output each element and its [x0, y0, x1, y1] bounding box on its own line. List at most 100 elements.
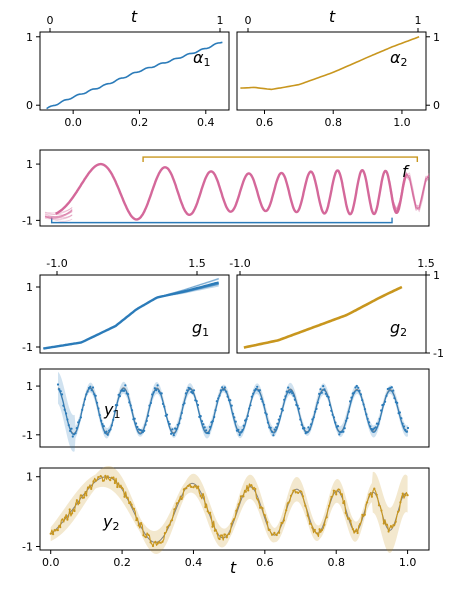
alpha1-panel: 0 1 t 0.0 0.2 0.4 0 1 — [26, 7, 230, 129]
y1-point — [322, 385, 325, 388]
y2-point — [351, 528, 354, 531]
y1-point — [338, 433, 341, 436]
y2-point — [254, 487, 257, 491]
y2-point — [194, 485, 197, 488]
y2-label: y2 — [102, 512, 119, 533]
y2-point — [249, 484, 252, 487]
y2-point — [387, 530, 390, 533]
g1-label: g1 — [192, 318, 209, 339]
y2-point — [339, 493, 343, 496]
y2-point — [294, 491, 297, 494]
y2-point — [244, 490, 247, 493]
f-sample-left — [44, 213, 73, 219]
y2-point — [297, 491, 300, 494]
y2-ytick-0: 1 — [26, 471, 33, 484]
y1-ytick-0: 1 — [26, 380, 33, 393]
y1-point — [256, 385, 259, 388]
y2-point — [404, 494, 407, 497]
y2-point — [175, 502, 178, 505]
y1-point — [136, 425, 139, 429]
y2-point — [347, 517, 350, 520]
y2-point — [101, 479, 105, 482]
y2-point — [318, 528, 321, 531]
y2-point — [270, 533, 274, 536]
y2-point — [330, 495, 333, 498]
y2-point — [220, 534, 224, 537]
y1-panel-frame — [39, 368, 430, 448]
y2-point — [320, 529, 323, 532]
y2-point — [285, 509, 288, 512]
y2-point — [197, 485, 200, 488]
y2-point — [349, 519, 352, 523]
g1-line — [43, 281, 220, 350]
y2-xtick-3: 0.6 — [256, 556, 274, 569]
y2-point — [261, 507, 264, 510]
y2-point — [306, 514, 309, 517]
f-sample-right — [389, 176, 430, 209]
y1-point — [124, 384, 127, 387]
y2-point — [178, 499, 181, 502]
y2-point — [116, 485, 119, 489]
y2-point — [82, 496, 86, 499]
alpha2-top-label: t — [329, 7, 336, 26]
y2-xtick-2: 0.4 — [185, 556, 203, 569]
y2-point — [85, 494, 88, 497]
f-sample-left — [44, 210, 73, 218]
y1-point — [406, 426, 410, 430]
g1-panel: -1.0 1.5 1 -1 — [22, 257, 230, 354]
y2-point — [170, 519, 174, 522]
y2-point — [52, 533, 55, 536]
y2-xlabel: t — [230, 558, 237, 577]
y2-point — [94, 479, 97, 482]
f-label: f — [402, 162, 410, 181]
y2-point — [323, 523, 326, 526]
y2-point — [156, 542, 159, 545]
y2-point — [275, 533, 278, 537]
y2-point — [380, 509, 383, 512]
y2-point — [106, 475, 109, 478]
y2-point — [251, 487, 254, 490]
f-sample-left — [44, 210, 73, 219]
y2-point — [278, 531, 281, 534]
alpha1-top-tick-1: 1 — [217, 14, 224, 27]
y2-point — [313, 528, 316, 532]
y2-point — [75, 499, 78, 502]
y1-point — [336, 425, 340, 428]
alpha2-label: α2 — [390, 48, 408, 69]
y2-point — [66, 518, 69, 521]
y1-point — [355, 384, 358, 388]
y2-xtick-4: 0.8 — [327, 556, 345, 569]
alpha1-xtick-1: 0.2 — [131, 116, 149, 129]
g2-label: g2 — [390, 318, 407, 339]
y2-point — [218, 537, 221, 541]
y2-point — [247, 489, 250, 492]
f-sample-left — [44, 209, 73, 218]
g1-sample — [43, 282, 219, 350]
y2-point — [135, 519, 138, 522]
y2-point — [242, 495, 245, 498]
y1-point — [354, 386, 357, 389]
y2-point — [163, 532, 166, 535]
y2-point — [375, 493, 378, 496]
alpha1-top-tick-0: 0 — [47, 14, 54, 27]
y1-point — [272, 434, 275, 437]
y2-point — [223, 533, 226, 536]
f-ytick-1: -1 — [22, 214, 33, 227]
y2-point — [399, 501, 402, 504]
y2-ytick-1: -1 — [22, 541, 33, 554]
f-sample-left — [44, 216, 73, 222]
y2-point — [325, 516, 328, 519]
y1-point — [140, 429, 143, 432]
y2-point — [190, 485, 193, 488]
y2-point — [211, 525, 214, 528]
y1-ytick-1: -1 — [22, 429, 33, 442]
y2-point — [299, 490, 302, 493]
y2-point — [385, 523, 388, 526]
y2-point — [142, 534, 145, 537]
y2-point — [213, 529, 216, 532]
y1-point — [238, 433, 241, 436]
alpha2-panel: 0 1 t 0.6 0.8 1.0 0 1 — [236, 7, 440, 129]
y2-point — [394, 520, 397, 523]
y2-point — [301, 495, 304, 498]
g1-xtick-1: 1.5 — [188, 257, 206, 270]
